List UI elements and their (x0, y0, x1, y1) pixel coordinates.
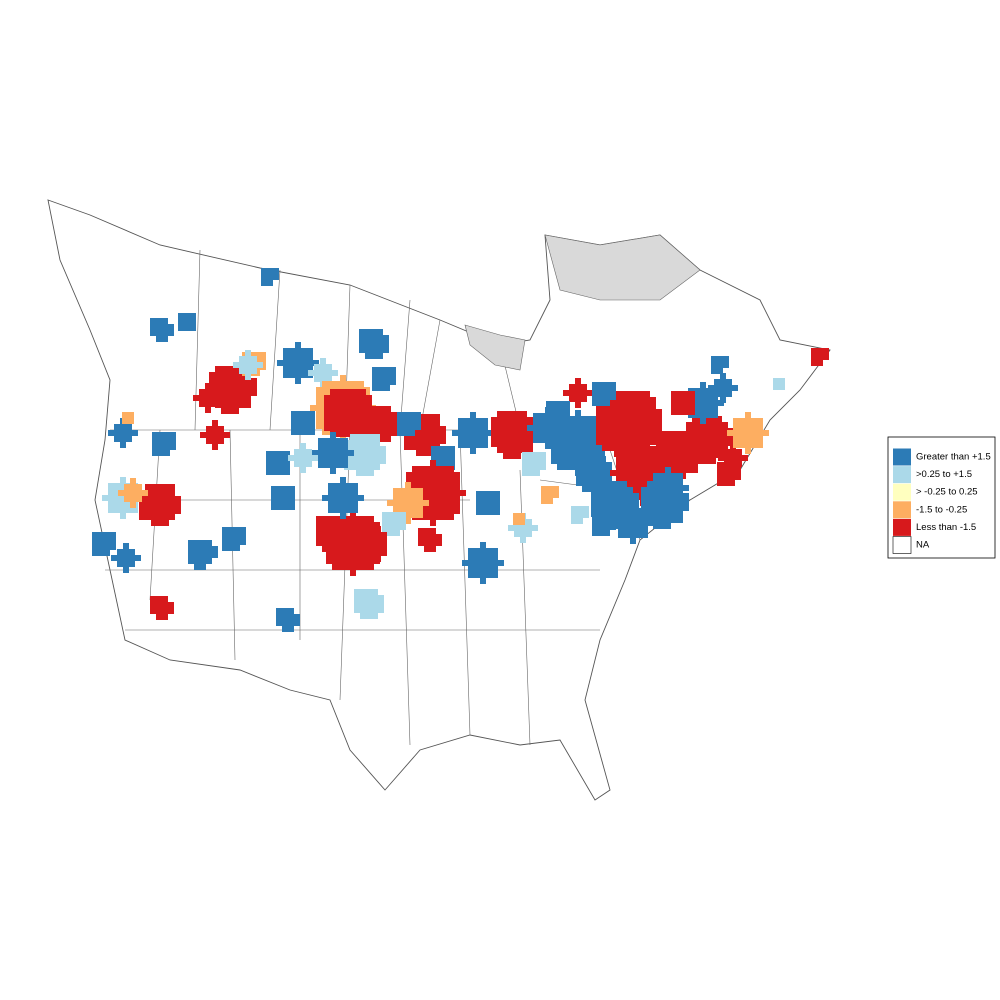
abundance-cell (372, 367, 396, 391)
continent-outline (47, 199, 831, 801)
abundance-cell (288, 443, 318, 473)
abundance-cell (418, 528, 442, 552)
abundance-cells (92, 268, 829, 632)
abundance-cell (276, 608, 300, 632)
legend-label: Less than -1.5 (916, 522, 976, 533)
legend-swatch (892, 536, 912, 554)
abundance-cell (563, 378, 593, 408)
abundance-cell (351, 526, 387, 562)
abundance-cell (150, 596, 174, 620)
legend-label: NA (916, 540, 930, 551)
abundance-cell (571, 506, 589, 524)
legend-swatch (893, 466, 911, 484)
abundance-cell (541, 486, 559, 504)
abundance-cell (261, 268, 279, 286)
legend-label: -1.5 to -0.25 (916, 504, 967, 515)
abundance-cell (118, 478, 148, 508)
abundance-cell (522, 452, 546, 476)
legend-swatch (893, 518, 911, 536)
abundance-cell (476, 491, 500, 515)
abundance-cell (359, 329, 389, 359)
abundance-cell (462, 542, 504, 584)
abundance-cell (708, 373, 738, 403)
abundance-cell (122, 412, 134, 424)
abundance-cell (150, 318, 174, 342)
abundance-cell (811, 348, 829, 366)
abundance-cell (193, 383, 223, 413)
abundance-cell (647, 467, 689, 509)
legend-swatch (893, 501, 911, 519)
legend-label: > -0.25 to 0.25 (916, 487, 978, 498)
abundance-cell (188, 540, 218, 570)
abundance-cell (354, 589, 384, 619)
abundance-cell (324, 389, 372, 437)
abundance-cell (717, 462, 741, 486)
abundance-cell (92, 532, 116, 556)
abundance-cell (291, 411, 315, 435)
abundance-cell (431, 446, 455, 470)
legend-label: >0.25 to +1.5 (916, 469, 972, 480)
abundance-cell (711, 356, 729, 374)
abundance-cell (222, 527, 246, 551)
abundance-cell (139, 484, 181, 526)
abundance-cell (111, 543, 141, 573)
abundance-cell (271, 486, 295, 510)
abundance-cell (592, 512, 616, 536)
abundance-cell (152, 432, 176, 456)
basemap (47, 199, 831, 801)
abundance-cell (200, 420, 230, 450)
abundance-cell (316, 516, 352, 552)
abundance-cell (686, 416, 734, 464)
abundance-cell (322, 477, 364, 519)
abundance-cell (361, 406, 397, 442)
abundance-cell (108, 418, 138, 448)
abundance-cell (592, 382, 616, 406)
abundance-cell (277, 342, 319, 384)
abundance-cell (344, 434, 386, 476)
legend-swatch (893, 448, 911, 466)
abundance-cell (382, 512, 406, 536)
abundance-cell (308, 358, 338, 388)
abundance-cell (452, 412, 494, 454)
abundance-cell (513, 513, 525, 525)
abundance-cell (671, 391, 695, 415)
abundance-cell (178, 313, 196, 331)
abundance-cell (266, 451, 290, 475)
abundance-cell (491, 411, 539, 459)
na-region (464, 324, 526, 371)
abundance-cell (773, 378, 785, 390)
abundance-cell (397, 412, 421, 436)
abundance-cell (727, 412, 769, 454)
legend-items: Greater than +1.5 >0.25 to +1.5 > -0.25 to… (892, 448, 991, 554)
legend: Greater than +1.5 >0.25 to +1.5 > -0.25 to… (887, 436, 996, 559)
abundance-cell (233, 350, 263, 380)
legend-label: Greater than +1.5 (916, 452, 991, 463)
abundance-cell (546, 401, 570, 425)
na-region (544, 234, 701, 301)
legend-swatch (893, 483, 911, 501)
abundance-cell (312, 432, 354, 474)
